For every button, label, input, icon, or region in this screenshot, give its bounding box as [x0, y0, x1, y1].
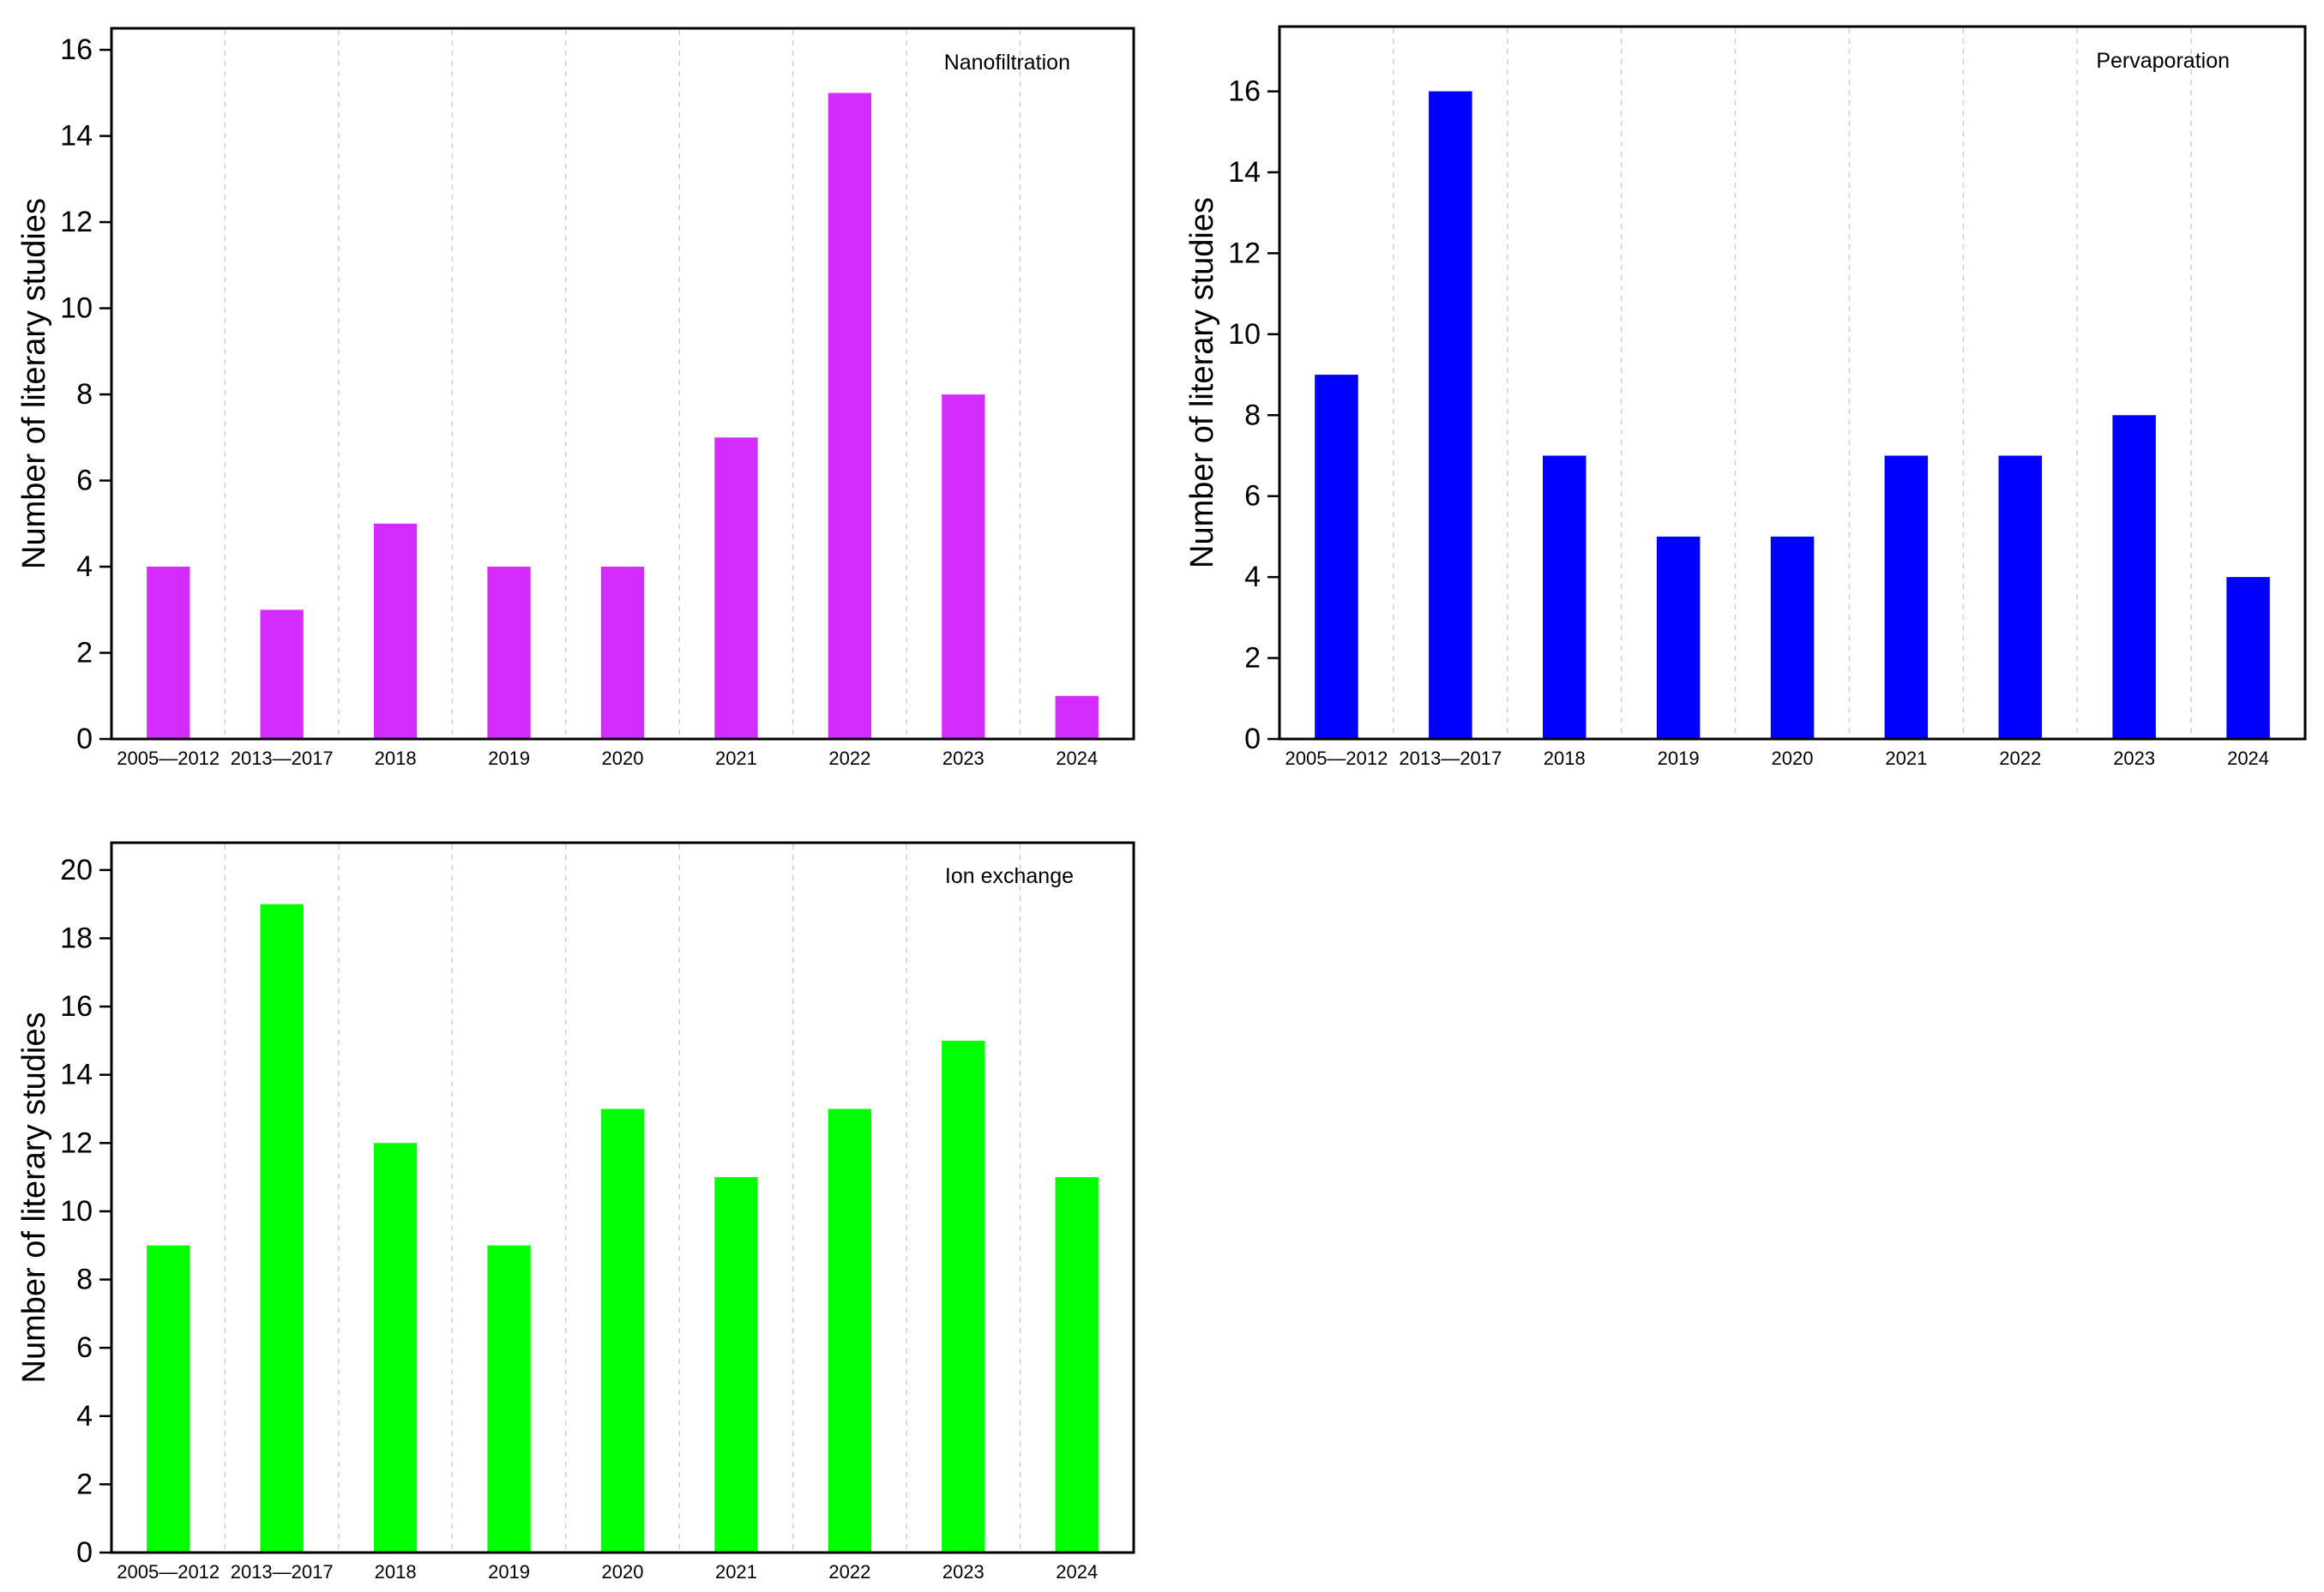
- bar-pervaporation-7: [1998, 455, 2042, 739]
- bar-pervaporation-2: [1429, 91, 1472, 739]
- bar-nanofiltration-2: [260, 610, 304, 739]
- y-tick-label: 18: [60, 922, 93, 954]
- x-tick-label: 2024: [1056, 1561, 1098, 1583]
- bar-nanofiltration-3: [373, 523, 418, 739]
- y-tick-label: 16: [60, 990, 93, 1023]
- y-tick-label: 8: [76, 1264, 93, 1296]
- y-tick-label: 6: [76, 465, 93, 497]
- x-tick-label: 2024: [2227, 748, 2269, 769]
- x-tick-label: 2019: [1658, 748, 1700, 769]
- y-tick-label: 10: [60, 1195, 93, 1228]
- chart-panel-pervaporation: 0 2 4 6 8 10 12 14 16 2005—2012 2013—2017 2018 2019 2…: [1184, 25, 2307, 769]
- x-tick-label: 2005—2012: [117, 748, 220, 769]
- plot-frame: [110, 27, 1135, 741]
- y-tick-label: 6: [1244, 480, 1261, 513]
- bar-pervaporation-1: [1315, 375, 1358, 739]
- x-tick-label: 2019: [488, 748, 530, 769]
- bar-nanofiltration-1: [147, 567, 190, 739]
- x-tick-label: 2018: [1544, 748, 1586, 769]
- bar-nanofiltration-5: [600, 567, 645, 739]
- x-tick-label: 2023: [2113, 748, 2155, 769]
- x-tick-label: 2020: [1772, 748, 1814, 769]
- x-tick-label: 2013—2017: [1399, 748, 1502, 769]
- y-tick-label: 20: [60, 854, 93, 886]
- bar-pervaporation-4: [1656, 536, 1701, 739]
- y-tick-label: 2: [1244, 642, 1261, 675]
- x-tick-label: 2020: [602, 1561, 644, 1583]
- x-tick-label: 2021: [1885, 748, 1927, 769]
- bar-nanofiltration-9: [1055, 695, 1099, 739]
- bar-pervaporation-8: [2112, 415, 2156, 739]
- y-tick-label: 12: [60, 1126, 93, 1159]
- x-tick-label: 2020: [602, 748, 644, 769]
- x-tick-label: 2005—2012: [117, 1561, 220, 1583]
- bar-ion-exchange-9: [1055, 1177, 1099, 1553]
- bar-ion-exchange-3: [373, 1143, 418, 1553]
- y-tick-label: 10: [60, 292, 93, 325]
- y-tick-label: 8: [76, 378, 93, 411]
- bar-pervaporation-5: [1770, 536, 1815, 739]
- panel-title: Pervaporation: [2096, 49, 2230, 73]
- bar-ion-exchange-4: [487, 1245, 531, 1553]
- y-tick-label: 16: [60, 33, 93, 66]
- panel-title: Ion exchange: [945, 864, 1074, 888]
- x-tick-label: 2021: [715, 748, 757, 769]
- chart-panel-ion-exchange: 0 2 4 6 8 10 12 14 16 18 20 2005—2012 2013—2017 2018 2…: [16, 841, 1135, 1583]
- y-tick-label: 4: [76, 550, 93, 583]
- y-tick-label: 0: [76, 723, 93, 755]
- x-tick-label: 2024: [1056, 748, 1098, 769]
- bar-ion-exchange-2: [260, 904, 304, 1553]
- y-tick-label: 8: [1244, 399, 1261, 431]
- y-tick-label: 2: [76, 1468, 93, 1500]
- bar-pervaporation-9: [2226, 577, 2270, 739]
- y-tick-label: 4: [1244, 561, 1261, 593]
- y-axis-label: Number of literary studies: [1184, 197, 1220, 568]
- y-tick-label: 14: [1228, 156, 1261, 189]
- plot-frame: [110, 841, 1135, 1554]
- y-tick-label: 12: [60, 206, 93, 238]
- x-tick-label: 2022: [828, 1561, 870, 1583]
- x-tick-label: 2019: [488, 1561, 530, 1583]
- y-tick-label: 14: [60, 120, 93, 153]
- y-tick-label: 6: [76, 1331, 93, 1364]
- bar-ion-exchange-8: [942, 1040, 985, 1553]
- y-tick-label: 2: [76, 637, 93, 670]
- bar-pervaporation-6: [1884, 455, 1929, 739]
- x-tick-label: 2005—2012: [1285, 748, 1388, 769]
- y-tick-label: 12: [1228, 237, 1261, 269]
- bar-nanofiltration-8: [942, 394, 985, 739]
- x-tick-label: 2018: [375, 748, 417, 769]
- bar-ion-exchange-1: [147, 1245, 190, 1553]
- y-axis-label: Number of literary studies: [16, 198, 52, 569]
- x-tick-label: 2023: [942, 748, 984, 769]
- bar-nanofiltration-7: [828, 93, 871, 739]
- y-tick-label: 0: [76, 1536, 93, 1569]
- x-tick-label: 2018: [375, 1561, 417, 1583]
- bar-nanofiltration-4: [487, 567, 531, 739]
- y-axis-label: Number of literary studies: [16, 1012, 52, 1384]
- y-tick-label: 10: [1228, 318, 1261, 351]
- panel-title: Nanofiltration: [944, 51, 1070, 75]
- bar-ion-exchange-7: [828, 1108, 871, 1553]
- y-tick-label: 16: [1228, 75, 1261, 108]
- y-tick-label: 0: [1244, 723, 1261, 755]
- x-tick-label: 2022: [1999, 748, 2041, 769]
- bar-pervaporation-3: [1543, 455, 1586, 739]
- x-tick-label: 2023: [942, 1561, 984, 1583]
- plot-frame: [1278, 25, 2307, 741]
- bar-nanofiltration-6: [714, 437, 758, 739]
- bar-ion-exchange-6: [714, 1177, 758, 1553]
- chart-panel-nanofiltration: 0 2 4 6 8 10 12 14 16 2005—2012 2013—2017 2018 2019 2…: [16, 27, 1135, 769]
- x-tick-label: 2021: [715, 1561, 757, 1583]
- y-tick-label: 4: [76, 1400, 93, 1433]
- x-tick-label: 2022: [828, 748, 870, 769]
- x-tick-label: 2013—2017: [231, 1561, 334, 1583]
- bar-ion-exchange-5: [600, 1108, 645, 1553]
- x-tick-label: 2013—2017: [231, 748, 334, 769]
- y-tick-label: 14: [60, 1059, 93, 1091]
